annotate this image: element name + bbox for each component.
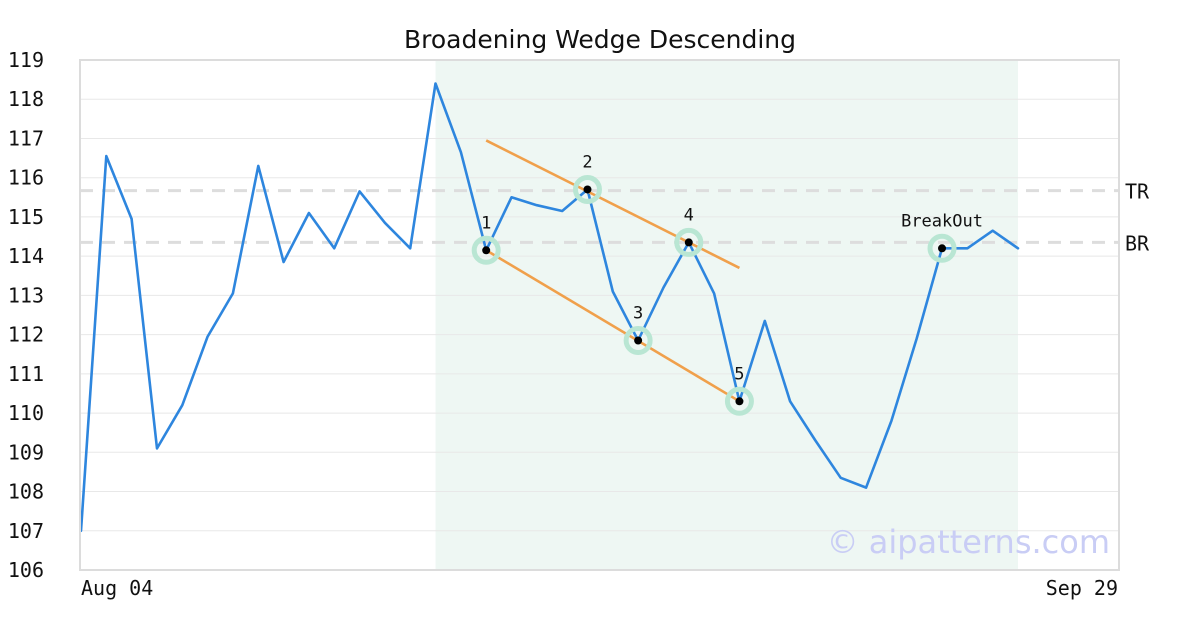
y-tick-label: 119 [8,48,44,72]
y-tick-label: 110 [8,401,44,425]
y-tick-label: 112 [8,323,44,347]
pivot-dot [938,244,947,253]
pivot-label: BreakOut [901,211,983,231]
y-tick-label: 107 [8,519,44,543]
plot-frame [79,59,1120,571]
pivot-halo [471,235,501,265]
pivot-label: 2 [582,152,592,172]
pattern-region [435,60,1018,570]
pivot-halo [623,326,653,355]
pivot-dot [684,238,693,247]
pivot-label: 5 [734,364,744,384]
pivot-dot [634,336,643,345]
lower-trendline [485,249,741,403]
y-tick-label: 116 [8,166,44,190]
x-tick-label-start: Aug 04 [81,576,153,600]
level-label-br: BR [1125,231,1150,255]
y-tick-label: 108 [8,480,44,504]
x-tick-label-end: Sep 29 [1046,576,1118,600]
y-tick-label: 113 [8,283,44,307]
pivot-label: 1 [481,213,491,233]
pivot-dot [482,246,491,255]
pivot-dot [583,185,592,194]
pivot-halo [572,174,602,204]
watermark: © aipatterns.com [827,523,1110,561]
pivot-halo [927,233,957,263]
level-label-tr: TR [1125,180,1150,204]
y-tick-label: 111 [8,362,44,386]
y-tick-label: 115 [8,205,44,229]
y-tick-label: 114 [8,244,44,268]
price-line [79,82,1020,533]
y-tick-label: 106 [8,558,44,582]
pivot-label: 3 [633,304,643,324]
pivot-point-2: 2 [572,152,602,204]
pivot-halo [724,386,754,416]
pivot-point-breakout: BreakOut [901,211,983,263]
pivot-halo [674,227,704,257]
pivot-dot [735,397,744,406]
pivot-point-3: 3 [623,304,653,355]
pivot-point-1: 1 [471,213,501,265]
chart-title: Broadening Wedge Descending [404,25,796,54]
pivot-point-5: 5 [724,364,754,416]
pivot-point-4: 4 [674,205,704,257]
y-tick-label: 109 [8,440,44,464]
pivot-label: 4 [684,205,694,225]
y-tick-label: 118 [8,87,44,111]
y-tick-label: 117 [8,126,44,150]
upper-trendline [485,139,741,270]
